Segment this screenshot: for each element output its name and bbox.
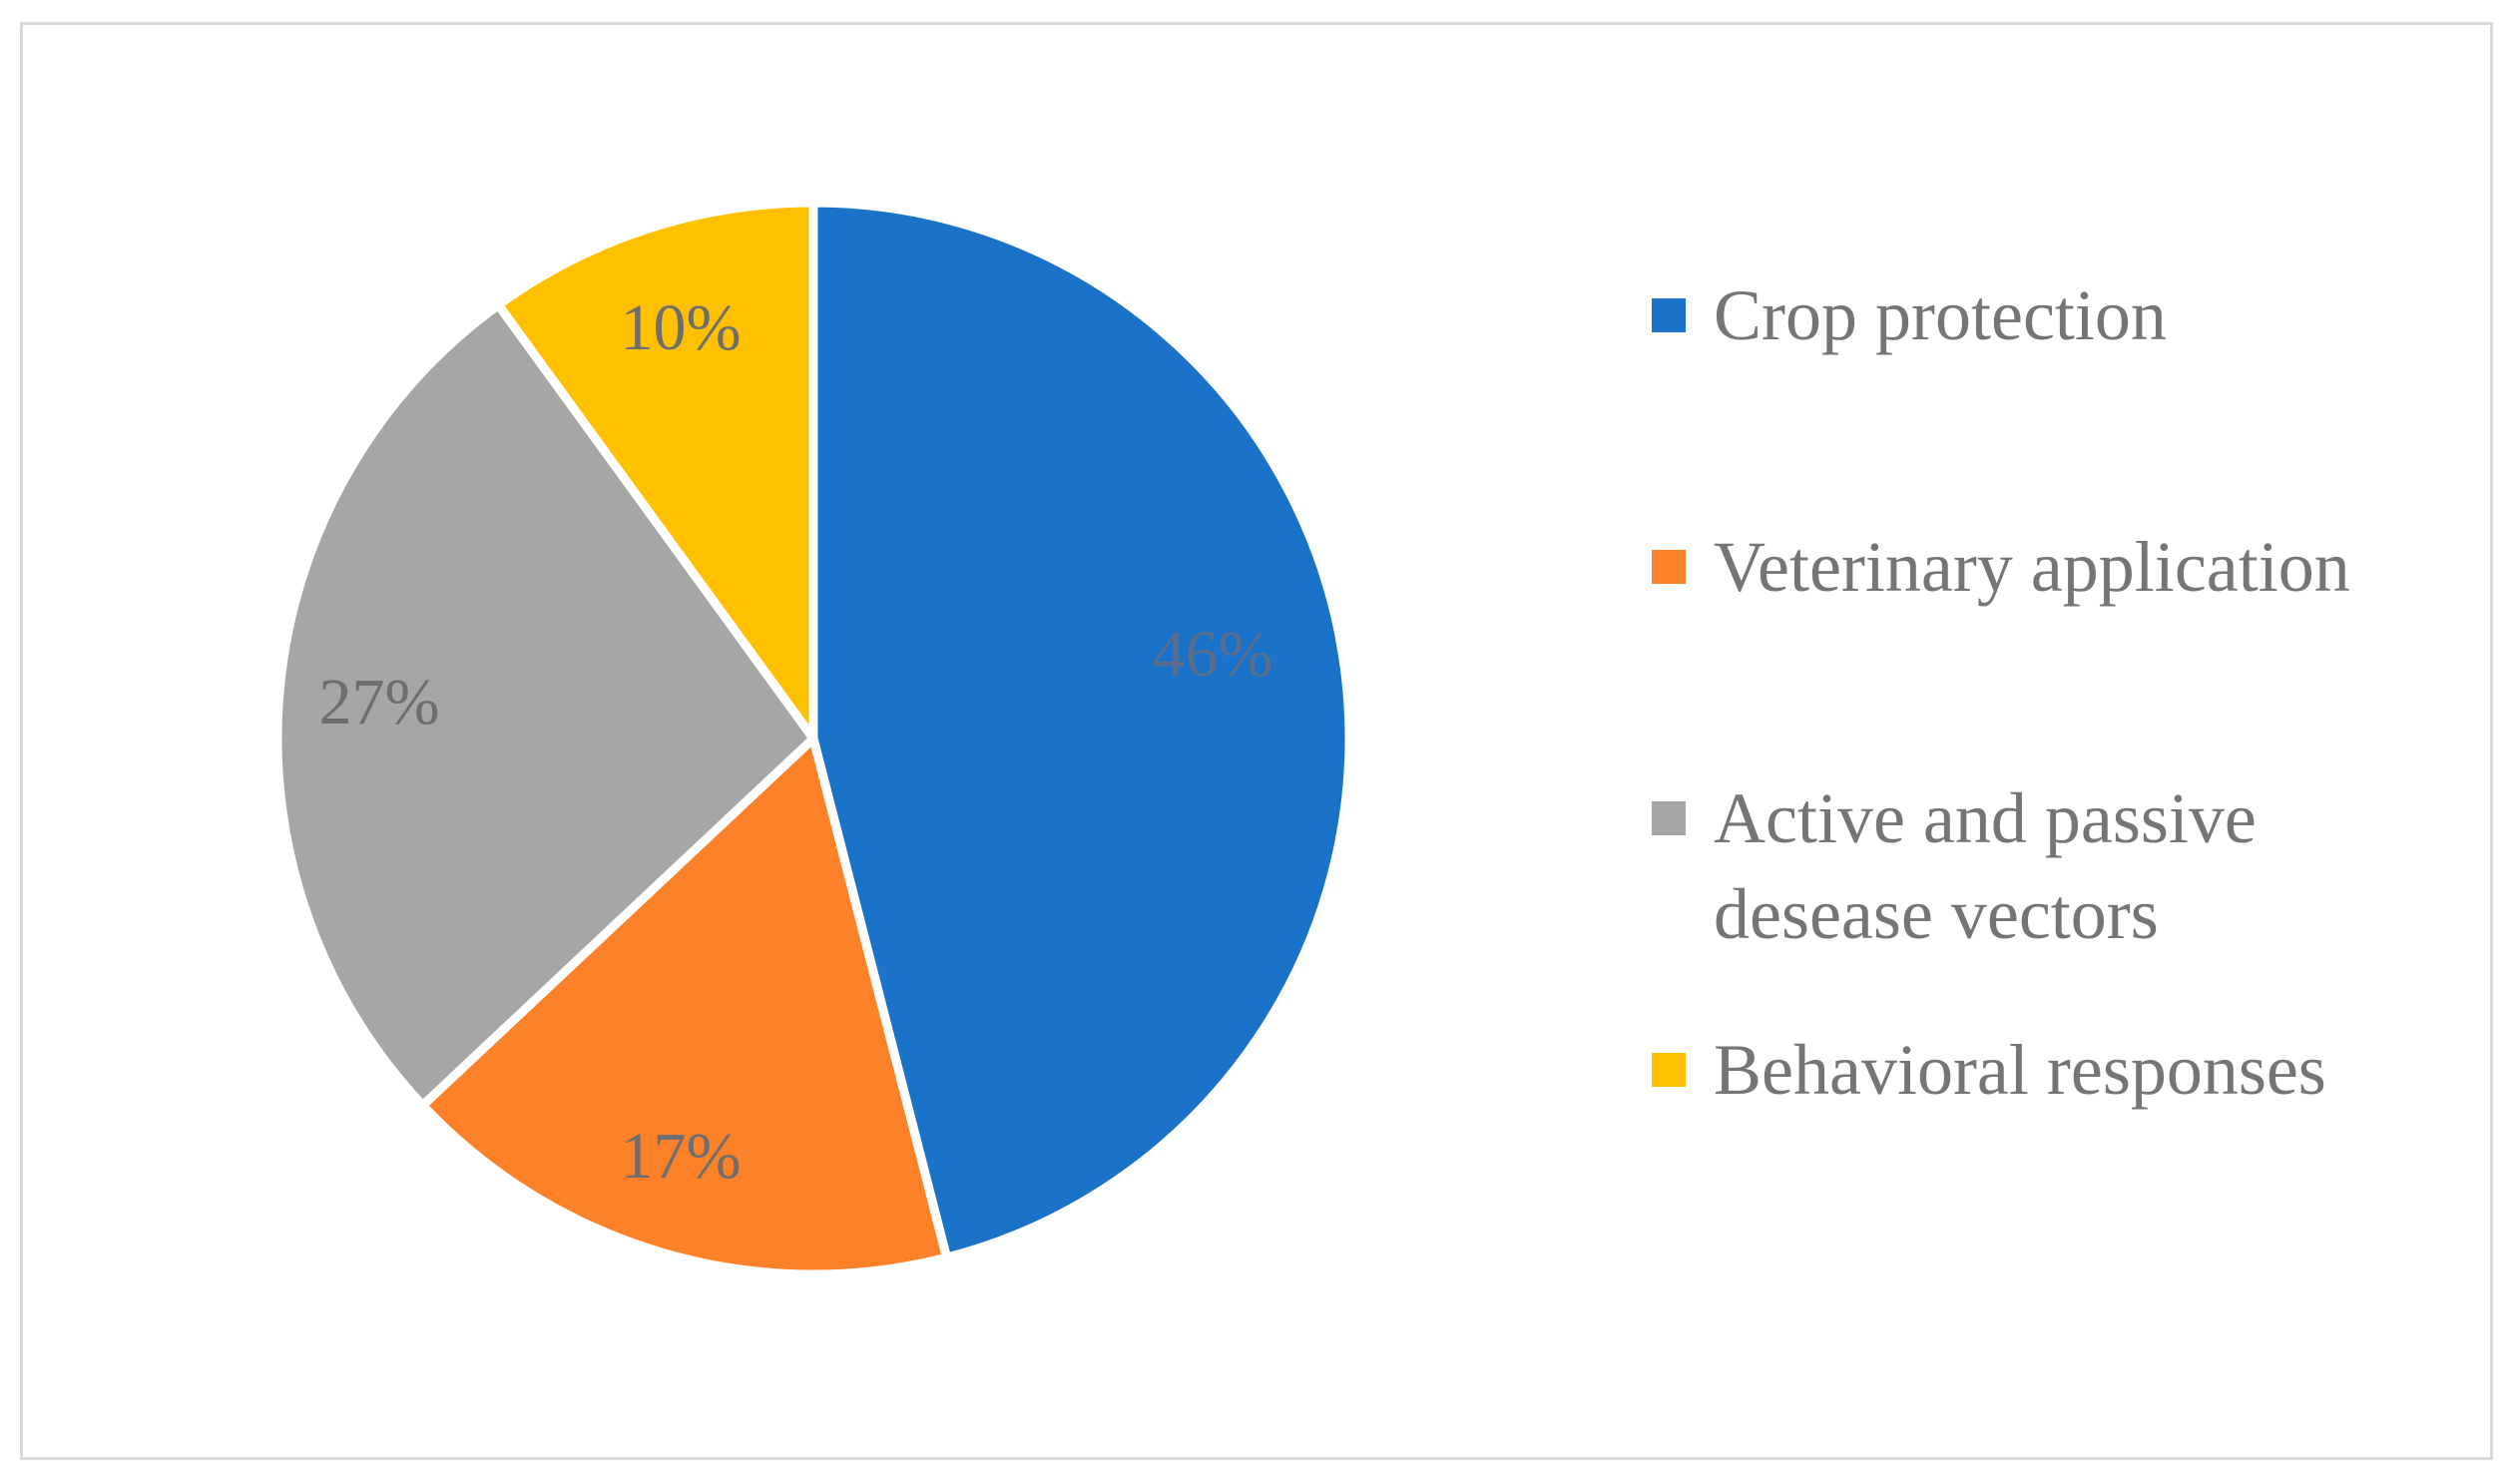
pie-slice-crop-protection	[808, 198, 1354, 1262]
pie-slice-behavioral-responses	[493, 198, 818, 743]
pie-slice-active-and-passive-desease-vectors	[272, 300, 818, 1111]
data-label-crop-protection: 46%	[1153, 618, 1273, 691]
legend-label-behavioral-responses: Behavioral responses	[1714, 1030, 2326, 1110]
legend-label-disease-vectors: Active and passive desease vectors	[1714, 778, 2257, 954]
legend-swatch-crop-protection	[1652, 298, 1686, 332]
legend-swatch-disease-vectors	[1652, 801, 1686, 835]
legend-label-veterinary-application: Veterinary application	[1714, 527, 2350, 607]
pie-slice-veterinary-application	[418, 734, 952, 1279]
data-label-active-and-passive-desease-vectors: 27%	[319, 666, 440, 739]
legend-swatch-veterinary-application	[1652, 550, 1686, 584]
legend-label-crop-protection: Crop protection	[1714, 275, 2167, 355]
legend-swatch-behavioral-responses	[1652, 1053, 1686, 1087]
data-label-behavioral-responses: 10%	[621, 291, 742, 364]
data-label-veterinary-application: 17%	[621, 1120, 742, 1193]
